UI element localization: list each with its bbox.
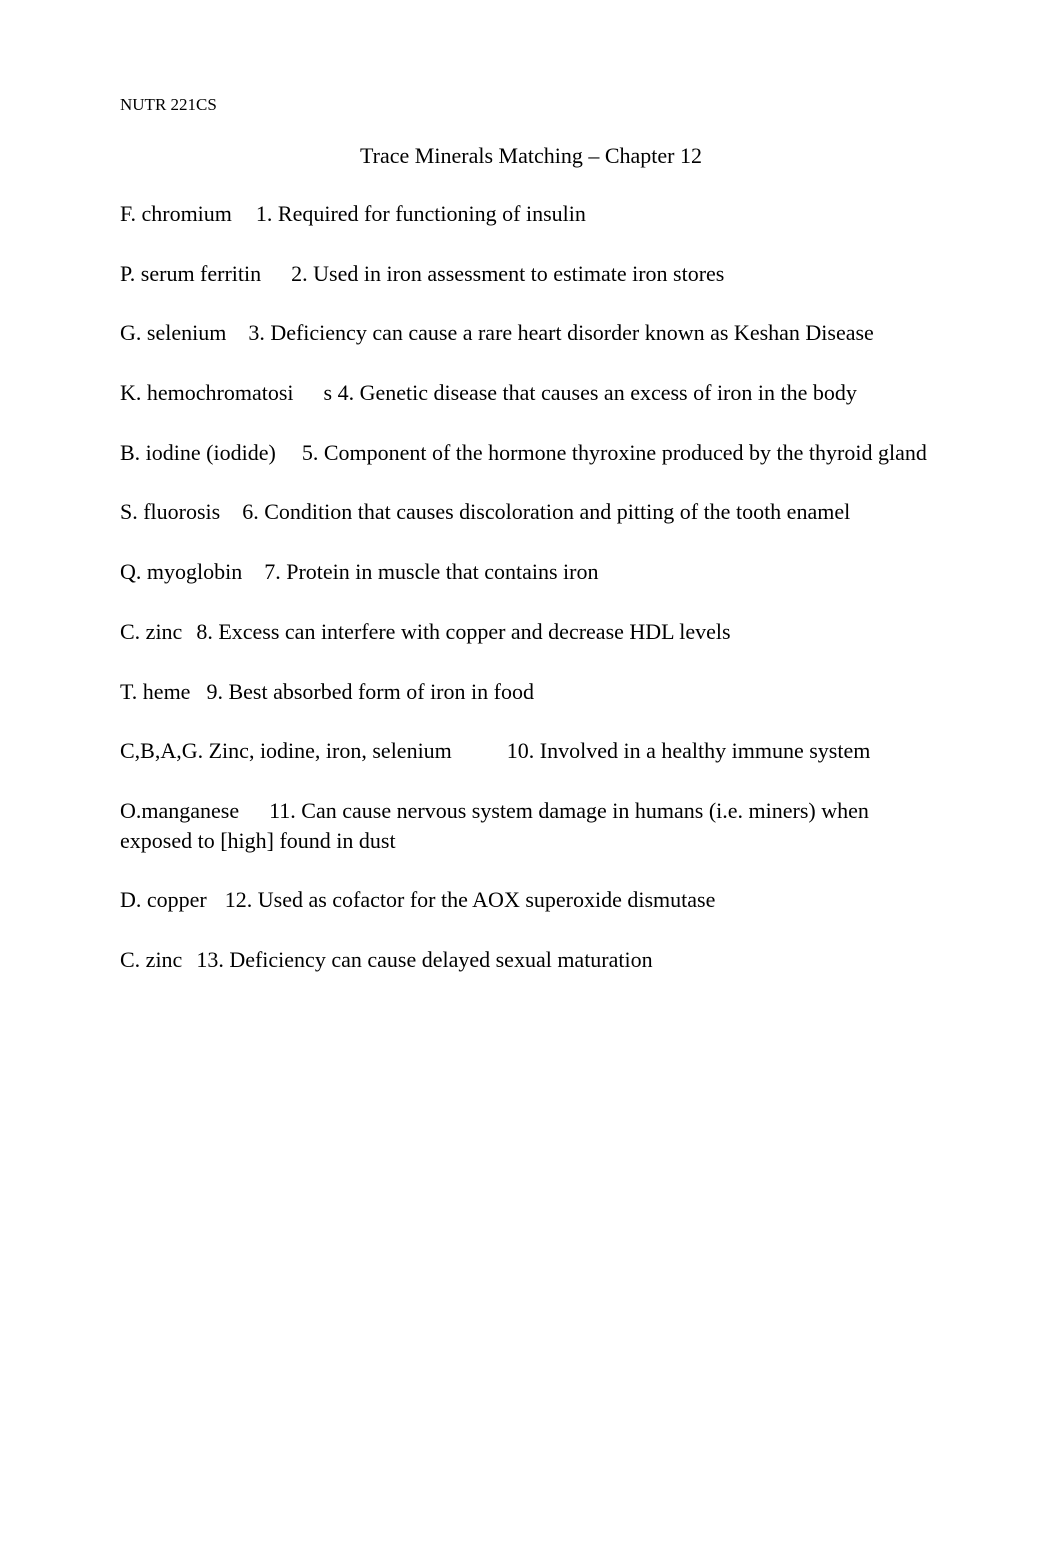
- question-text: 1. Required for functioning of insulin: [256, 201, 586, 226]
- question-text: 5. Component of the hormone thyroxine pr…: [302, 440, 927, 465]
- matching-item: C,B,A,G. Zinc, iodine, iron, selenium 10.…: [120, 736, 942, 766]
- answer-text: P. serum ferritin: [120, 261, 261, 286]
- answer-text: C,B,A,G. Zinc, iodine, iron, selenium: [120, 738, 452, 763]
- items-container: F. chromium 1. Required for functioning o…: [120, 199, 942, 975]
- answer-text: K. hemochromatosi: [120, 380, 294, 405]
- question-text: 2. Used in iron assessment to estimate i…: [291, 261, 724, 286]
- question-text: 13. Deficiency can cause delayed sexual …: [196, 947, 652, 972]
- matching-item: O.manganese11. Can cause nervous system …: [120, 796, 942, 855]
- question-text: 6. Condition that causes discoloration a…: [242, 499, 850, 524]
- answer-text: Q. myoglobin: [120, 559, 242, 584]
- course-code: NUTR 221CS: [120, 95, 942, 115]
- answer-text: S. fluorosis: [120, 499, 220, 524]
- matching-item: Q. myoglobin 7. Protein in muscle that co…: [120, 557, 942, 587]
- question-text: 12. Used as cofactor for the AOX superox…: [225, 887, 716, 912]
- answer-text: B. iodine (iodide): [120, 440, 276, 465]
- matching-item: B. iodine (iodide) 5. Component of the ho…: [120, 438, 942, 468]
- answer-text: T. heme: [120, 679, 190, 704]
- matching-item: C. zinc 13. Deficiency can cause delayed …: [120, 945, 942, 975]
- answer-text: O.manganese: [120, 798, 239, 823]
- question-text: s 4. Genetic disease that causes an exce…: [324, 380, 857, 405]
- answer-text: G. selenium: [120, 320, 226, 345]
- matching-item: P. serum ferritin 2. Used in iron assessm…: [120, 259, 942, 289]
- answer-text: F. chromium: [120, 201, 232, 226]
- matching-item: G. selenium 3. Deficiency can cause a rar…: [120, 318, 942, 348]
- matching-item: C. zinc 8. Excess can interfere with copp…: [120, 617, 942, 647]
- matching-item: T. heme 9. Best absorbed form of iron in …: [120, 677, 942, 707]
- question-text: 10. Involved in a healthy immune system: [507, 738, 871, 763]
- matching-item: D. copper 12. Used as cofactor for the AO…: [120, 885, 942, 915]
- matching-item: K. hemochromatosi s 4. Genetic disease th…: [120, 378, 942, 408]
- answer-text: C. zinc: [120, 619, 182, 644]
- question-text: 7. Protein in muscle that contains iron: [264, 559, 598, 584]
- question-text: 9. Best absorbed form of iron in food: [206, 679, 534, 704]
- page-title: Trace Minerals Matching – Chapter 12: [120, 143, 942, 169]
- answer-text: C. zinc: [120, 947, 182, 972]
- matching-item: S. fluorosis 6. Condition that causes dis…: [120, 497, 942, 527]
- matching-item: F. chromium 1. Required for functioning o…: [120, 199, 942, 229]
- question-text: 8. Excess can interfere with copper and …: [196, 619, 730, 644]
- question-text: 3. Deficiency can cause a rare heart dis…: [248, 320, 874, 345]
- answer-text: D. copper: [120, 887, 207, 912]
